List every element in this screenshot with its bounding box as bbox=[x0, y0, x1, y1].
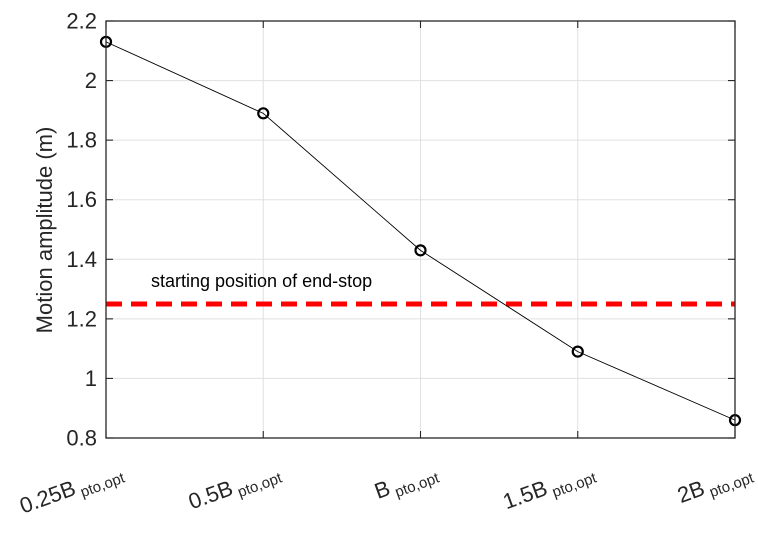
y-tick-label: 2.2 bbox=[66, 9, 97, 34]
y-tick-label: 1.2 bbox=[66, 306, 97, 331]
x-tick-label: Bpto,opt bbox=[371, 458, 442, 508]
x-tick-label: 0.5Bpto,opt bbox=[185, 458, 285, 518]
y-tick-label: 0.8 bbox=[66, 426, 97, 451]
data-point-marker bbox=[571, 345, 584, 358]
x-tick-labels: 0.25Bpto,opt 0.5Bpto,opt Bpto,opt 1.5Bpto,o… bbox=[16, 458, 757, 522]
y-tick-label: 2 bbox=[85, 68, 97, 93]
x-tick-label: 0.25Bpto,opt bbox=[16, 458, 128, 522]
data-point-marker bbox=[257, 107, 270, 120]
x-tick-label: 2Bpto,opt bbox=[674, 458, 757, 512]
y-axis-label: Motion amplitude (m) bbox=[32, 127, 57, 334]
y-tick-label: 1.6 bbox=[66, 187, 97, 212]
y-tick-label: 1 bbox=[85, 366, 97, 391]
amplitude-series bbox=[99, 35, 742, 427]
series-line bbox=[105, 41, 736, 421]
endstop-annotation: starting position of end-stop bbox=[151, 271, 372, 291]
axis-box-and-ticks bbox=[105, 20, 736, 439]
data-point-marker bbox=[414, 244, 427, 257]
y-tick-labels: 2.2 2 1.8 1.6 1.4 1.2 1 0.8 bbox=[66, 9, 97, 451]
y-tick-label: 1.8 bbox=[66, 128, 97, 153]
y-tick-label: 1.4 bbox=[66, 247, 97, 272]
gridlines bbox=[106, 21, 735, 438]
x-tick-label: 1.5Bpto,opt bbox=[500, 458, 600, 518]
